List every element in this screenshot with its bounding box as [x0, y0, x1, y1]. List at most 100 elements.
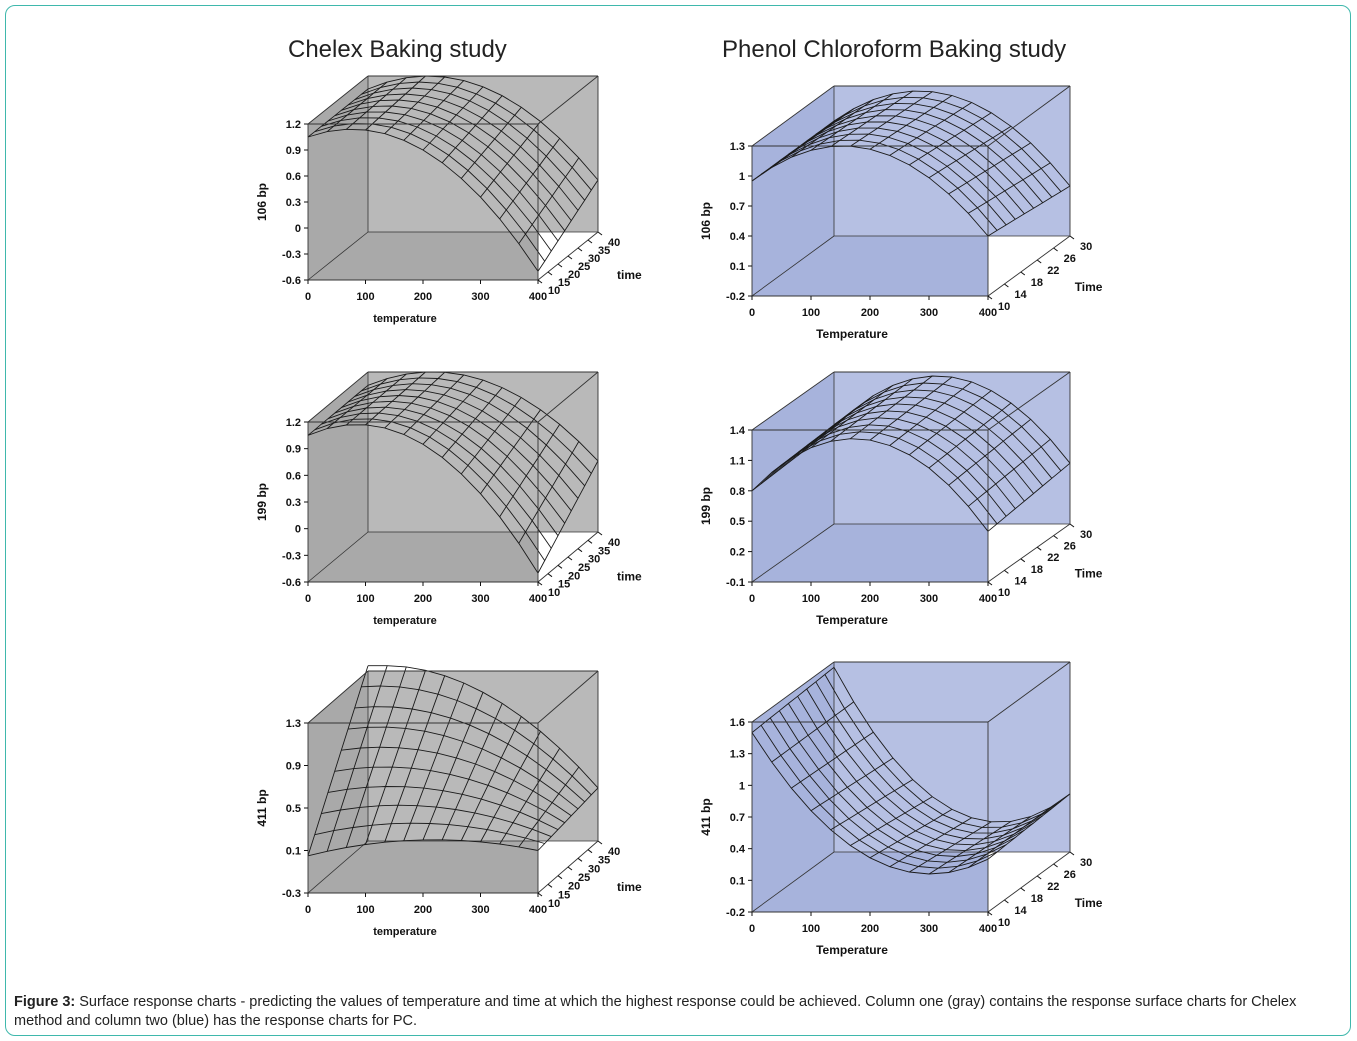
chart-back-panel [834, 372, 1070, 524]
surface-mesh-line-time [909, 390, 992, 456]
y-tick-label: 15 [558, 277, 570, 289]
z-tick-label: 0.7 [730, 812, 745, 824]
x-tick-label: 0 [749, 923, 755, 935]
y-tick-label: 30 [1080, 529, 1092, 541]
surface-mesh-line-time [480, 731, 541, 843]
y-tick-label: 10 [548, 898, 560, 910]
y-tick-label: 26 [1064, 253, 1076, 265]
surface-mesh-line-time [791, 99, 874, 158]
surface-mesh-line-time [499, 138, 561, 220]
y-tick-mark [1069, 851, 1075, 856]
x-tick-label: 200 [414, 593, 432, 605]
y-tick-mark [1036, 875, 1042, 880]
y-tick-label: 14 [1014, 289, 1027, 301]
x-axis-label: temperature [373, 313, 437, 325]
x-tick-label: 400 [529, 593, 547, 605]
surface-mesh-line-time [422, 692, 484, 841]
surface-mesh-line-time [346, 77, 407, 130]
z-tick-label: 0.1 [730, 875, 745, 887]
y-tick-mark [557, 875, 563, 880]
surface-mesh-line-time [460, 107, 522, 179]
y-tick-label: 30 [588, 253, 600, 265]
surface-mesh-line-time [810, 384, 894, 449]
chelex-411bp-surface-chart: 1.3 0.9 0.5 0.1 -0.3 411 bp 0 100 200 300 400 tempe… [255, 665, 642, 938]
z-tick-label: 0.3 [286, 197, 301, 209]
y-tick-mark [557, 263, 563, 268]
z-tick-label: -0.1 [726, 577, 745, 589]
z-tick-label: 1.3 [286, 718, 301, 730]
y-tick-label: 22 [1047, 265, 1059, 277]
surface-mesh-line-time [307, 665, 369, 856]
surface-mesh-line-time [403, 682, 465, 841]
surface-mesh-line-time [968, 807, 1051, 868]
surface-mesh-line-time [441, 387, 503, 458]
y-tick-mark [587, 239, 593, 244]
surface-mesh-line-time [948, 418, 1031, 486]
z-tick-label: 0.3 [286, 497, 301, 509]
z-axis-label: 199 bp [255, 483, 269, 521]
chart-box-edge [751, 661, 835, 723]
y-tick-label: 10 [998, 301, 1010, 313]
surface-mesh-line-time [948, 142, 1031, 195]
surface-mesh-line-time [771, 108, 854, 168]
figure-caption: Figure 3: Surface response charts - pred… [14, 993, 1339, 1031]
surface-mesh-line-time [830, 779, 913, 831]
surface-mesh-line-time [307, 384, 369, 436]
y-tick-mark [987, 295, 993, 300]
x-axis-label: Temperature [816, 327, 888, 341]
y-tick-label: 40 [608, 237, 620, 249]
z-tick-label: 0.8 [730, 486, 745, 498]
y-tick-mark [577, 857, 583, 862]
y-tick-mark [987, 581, 993, 586]
surface-mesh-line-time [909, 112, 992, 166]
surface-mesh-line-time [751, 120, 835, 182]
surface-mesh-line-time [791, 731, 874, 789]
chart-box-edge [987, 235, 1071, 297]
chart-back-panel [834, 662, 1070, 852]
y-tick-label: 26 [1064, 869, 1076, 881]
y-tick-mark [1053, 535, 1058, 540]
surface-mesh-line-time [307, 88, 369, 138]
y-tick-label: 25 [578, 261, 590, 273]
z-tick-label: 1.3 [730, 141, 745, 153]
surface-mesh-line-time [791, 395, 874, 459]
y-tick-label: 20 [568, 570, 580, 582]
chart-box-back-edge [307, 840, 369, 894]
y-tick-mark [537, 581, 543, 586]
y-tick-mark [587, 539, 593, 544]
z-tick-label: -0.2 [726, 291, 745, 303]
y-tick-mark [537, 279, 543, 284]
y-tick-mark [587, 849, 593, 854]
z-tick-label: 0.2 [730, 547, 745, 559]
y-tick-label: 22 [1047, 881, 1059, 893]
surface-mesh-line-time [889, 381, 972, 446]
y-axis-label: time [617, 880, 642, 894]
z-tick-label: 0.6 [286, 470, 301, 482]
y-tick-label: 25 [578, 562, 590, 574]
z-tick-label: 0.4 [730, 844, 746, 856]
surface-mesh-line-time [403, 374, 465, 435]
x-tick-label: 300 [471, 904, 489, 916]
surface-mesh-line-time [850, 375, 933, 440]
chart-box-edge [987, 85, 1071, 147]
x-tick-label: 100 [802, 923, 820, 935]
y-tick-mark [1004, 899, 1009, 904]
surface-mesh-line-time [928, 125, 1012, 179]
z-tick-label: 0.9 [286, 761, 301, 773]
surface-mesh-line-time [909, 821, 992, 873]
x-tick-label: 0 [749, 593, 755, 605]
y-tick-mark [1053, 863, 1058, 868]
surface-mesh-line-time [948, 816, 1031, 873]
y-tick-label: 35 [598, 245, 610, 257]
y-tick-label: 14 [1014, 575, 1027, 587]
y-tick-mark [1053, 247, 1058, 252]
z-tick-label: 0.9 [286, 145, 301, 157]
surface-mesh-line-time [518, 766, 580, 848]
z-tick-label: 1.2 [286, 417, 301, 429]
surface-mesh-line-time [850, 796, 933, 846]
figure-caption-text: Surface response charts - predicting the… [14, 994, 1297, 1029]
x-tick-label: 400 [529, 904, 547, 916]
z-axis-label: 411 bp [255, 789, 269, 826]
y-tick-mark [547, 271, 553, 276]
x-tick-label: 100 [802, 593, 820, 605]
